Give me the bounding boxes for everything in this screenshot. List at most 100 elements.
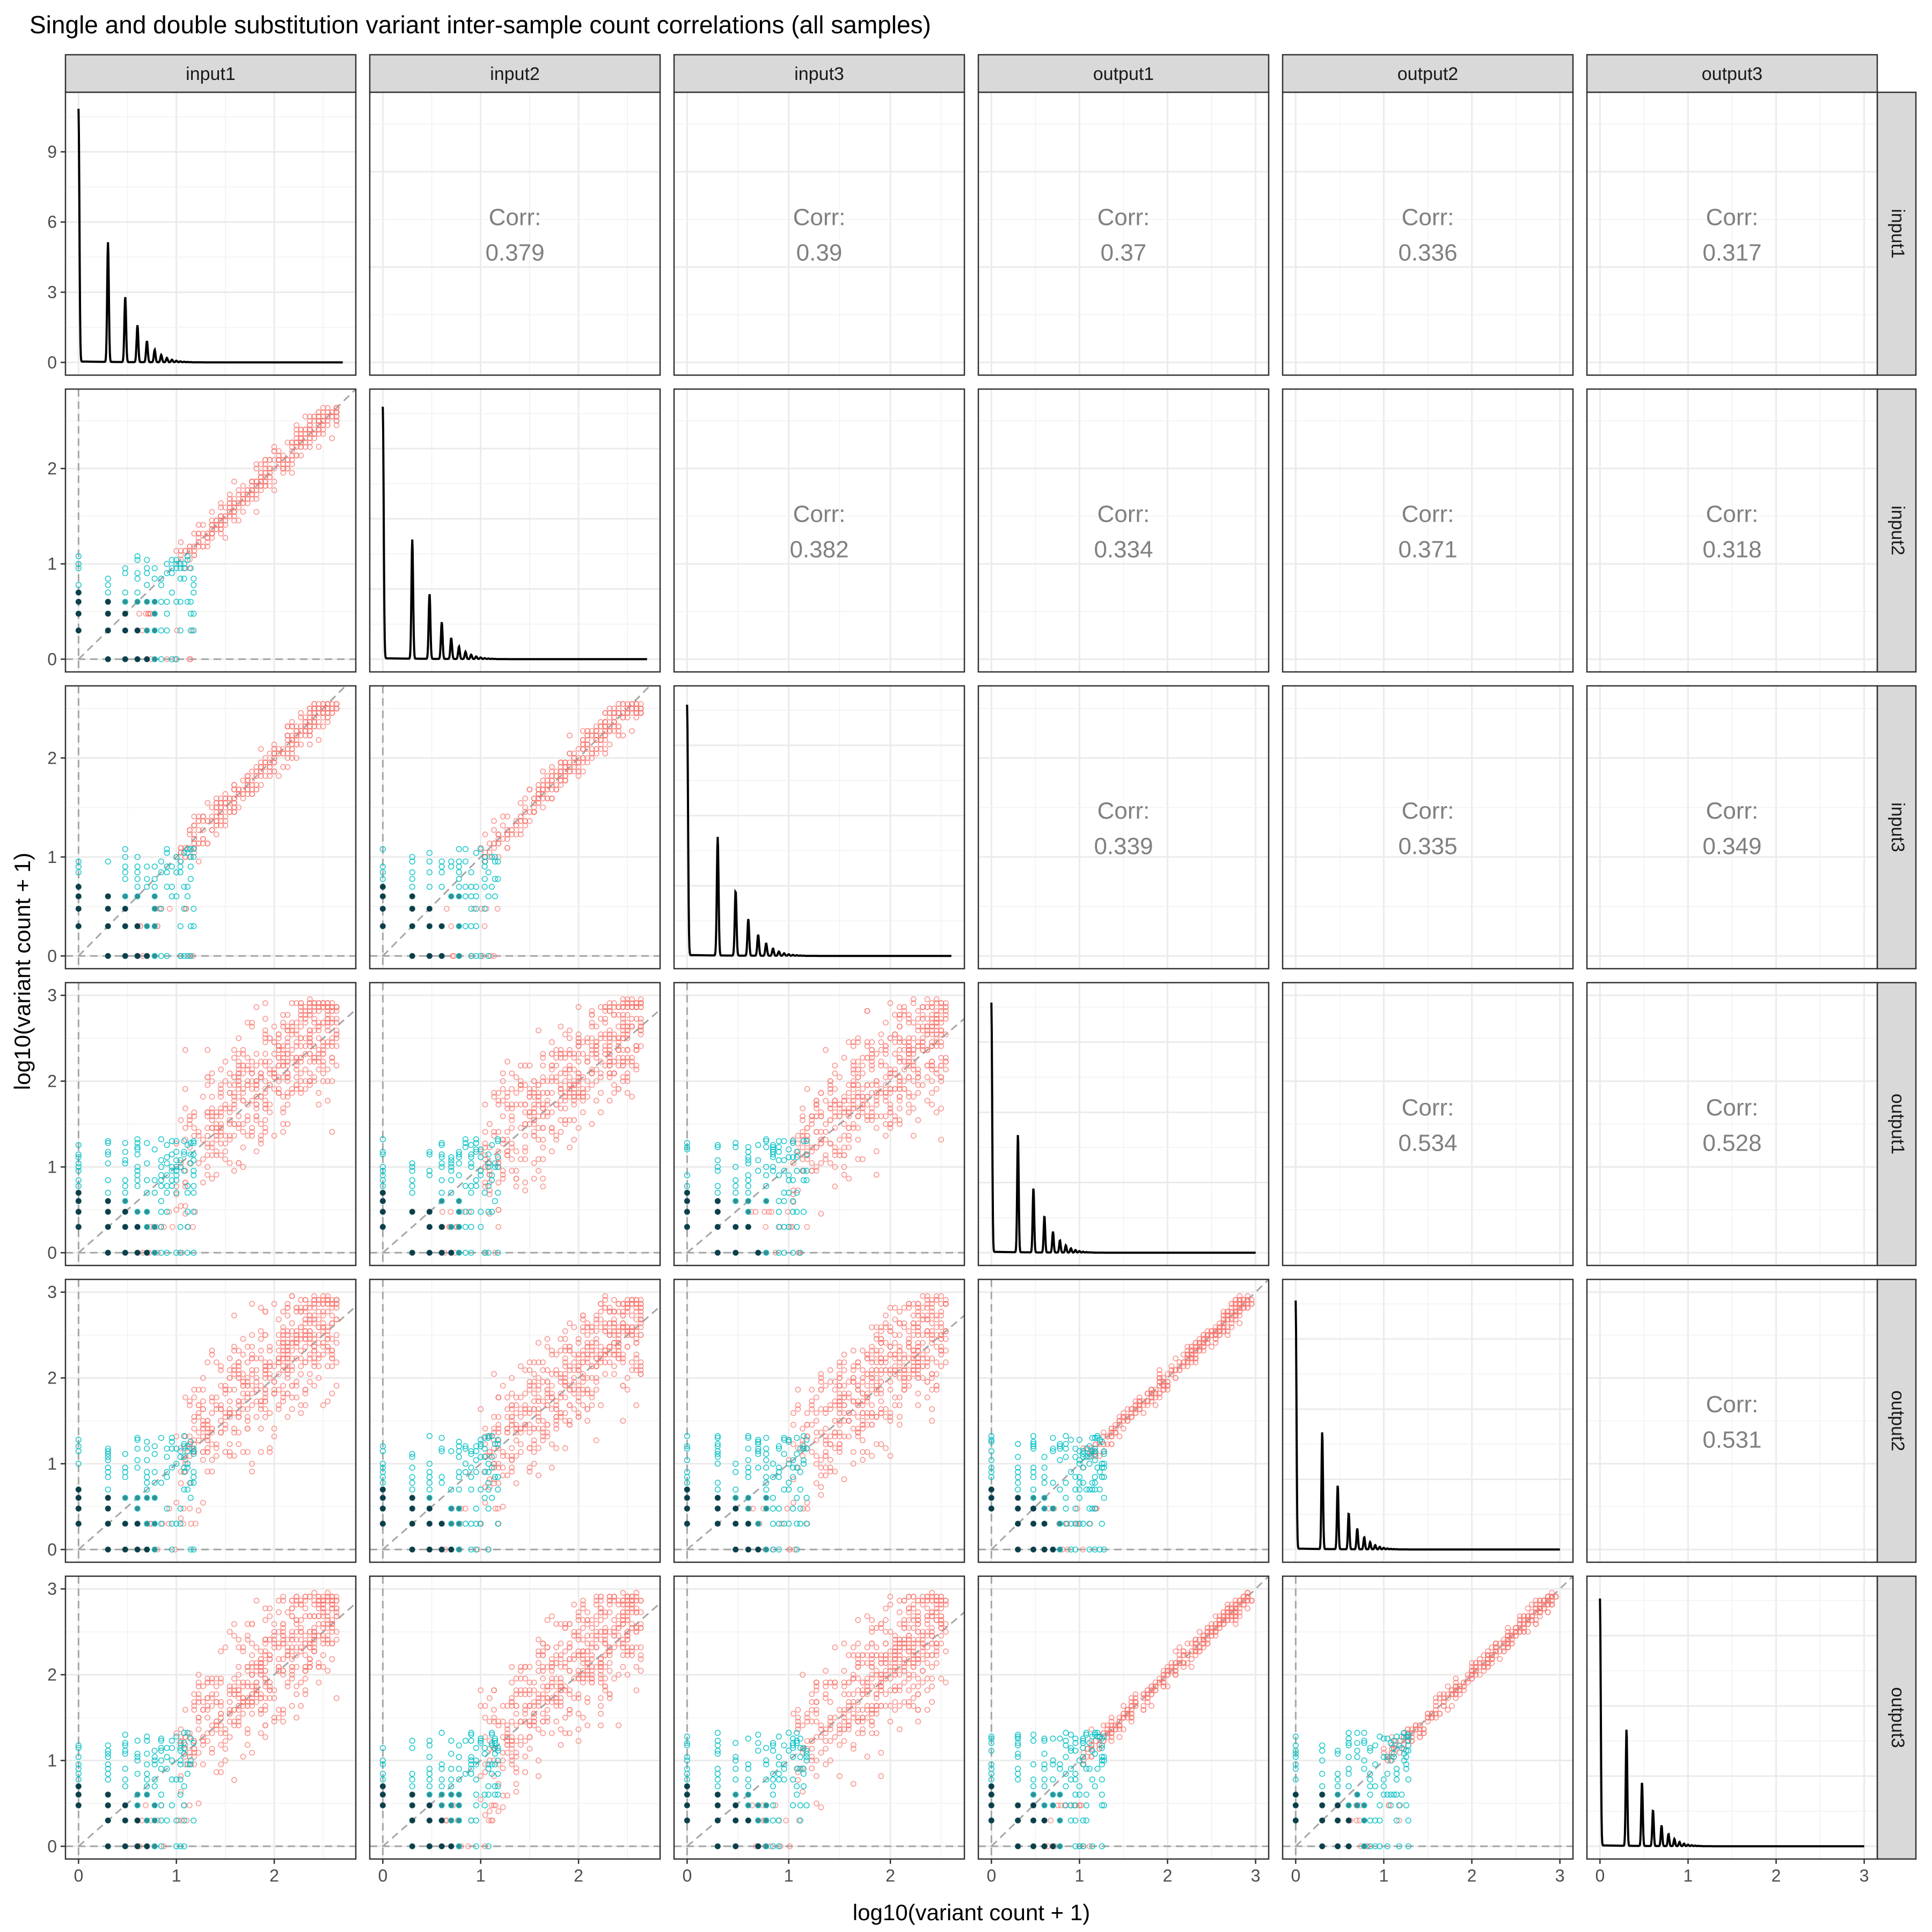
point-single <box>850 1063 857 1069</box>
point-single <box>540 1156 546 1162</box>
corr-label: Corr: <box>489 204 541 231</box>
point-single <box>517 1414 524 1420</box>
point-single <box>602 1351 609 1358</box>
point-double <box>379 1136 386 1143</box>
point-single <box>768 1209 774 1215</box>
point-single <box>567 1063 573 1069</box>
point-single <box>558 1023 564 1030</box>
point-double <box>745 1144 751 1151</box>
point-single <box>606 714 613 721</box>
point-single <box>267 1410 273 1416</box>
point-single <box>182 1105 188 1111</box>
point-single <box>562 1117 568 1123</box>
point-single <box>567 733 573 738</box>
point-double <box>177 1520 184 1527</box>
point-double <box>456 1249 462 1256</box>
point-single <box>173 548 180 554</box>
point-single <box>575 1094 582 1100</box>
point-double <box>468 1474 474 1480</box>
point-single <box>624 1023 631 1030</box>
point-single <box>284 733 291 738</box>
point-double <box>448 858 455 865</box>
point-double <box>134 1520 141 1527</box>
point-single <box>482 831 488 838</box>
point-double <box>144 565 150 572</box>
point-single <box>589 1012 595 1018</box>
point-single <box>906 1047 912 1053</box>
point-single <box>236 1113 242 1119</box>
point-double <box>481 876 488 882</box>
point-single <box>526 1422 533 1428</box>
point-single <box>584 737 590 743</box>
point-single <box>267 759 273 766</box>
point-single <box>316 705 322 712</box>
point-single <box>200 836 206 842</box>
point-single <box>325 1020 331 1026</box>
point-double <box>462 1183 469 1189</box>
point-double <box>173 869 180 875</box>
point-double <box>181 575 187 582</box>
point-single <box>567 1386 573 1393</box>
point-single <box>311 1305 317 1311</box>
point-double <box>473 1520 479 1527</box>
point-double <box>462 1224 469 1230</box>
point-double <box>438 1154 445 1160</box>
point-single <box>249 769 255 774</box>
point-single <box>244 1406 251 1413</box>
point-double <box>462 883 469 890</box>
point-single <box>606 1063 613 1069</box>
point-single <box>495 854 502 860</box>
point-single <box>218 1382 224 1389</box>
point-single <box>509 1457 515 1463</box>
point-single <box>182 1203 188 1209</box>
point-double <box>763 1249 770 1256</box>
point-single <box>571 1391 577 1396</box>
point-single <box>837 1101 843 1108</box>
point-double <box>797 1249 803 1256</box>
point-double <box>495 1474 501 1480</box>
point-single <box>855 1414 861 1420</box>
point-double <box>456 1520 462 1527</box>
point-single <box>509 1418 515 1424</box>
point-single <box>182 1047 188 1053</box>
point-double <box>169 1168 175 1174</box>
point-single <box>818 1090 824 1096</box>
point-single <box>873 1101 880 1108</box>
point-single <box>329 701 335 707</box>
point-single <box>182 1125 188 1131</box>
point-single <box>522 1391 528 1396</box>
point-single <box>306 1301 313 1307</box>
point-single <box>306 435 313 441</box>
corr-value: 0.379 <box>485 240 544 266</box>
point-single <box>258 1137 264 1143</box>
point-single <box>195 1507 202 1513</box>
point-single <box>284 1348 291 1354</box>
point-single <box>827 1090 833 1096</box>
point-single <box>284 1363 291 1370</box>
point-single <box>258 482 264 489</box>
point-single <box>204 1425 211 1432</box>
point-single <box>558 782 564 788</box>
point-single <box>271 1023 277 1030</box>
point-double <box>733 1177 739 1183</box>
point-single <box>222 1386 229 1393</box>
point-single <box>200 1418 206 1424</box>
point-single <box>553 1047 559 1053</box>
point-single <box>262 1386 268 1393</box>
point-single <box>540 1359 546 1365</box>
point-double <box>105 589 111 596</box>
point-double <box>456 1486 462 1493</box>
point-single <box>302 1086 309 1092</box>
point-single <box>482 1101 488 1108</box>
point-single <box>531 1460 537 1467</box>
y-tick-label: 1 <box>47 1157 57 1176</box>
point-double <box>379 1163 386 1170</box>
point-double <box>105 1520 111 1527</box>
point-single <box>284 1101 291 1108</box>
point-double <box>409 1546 415 1553</box>
panel-input2-input3: Corr:0.382 <box>673 388 965 673</box>
point-single <box>302 1004 309 1010</box>
point-single <box>562 1105 568 1111</box>
point-single <box>298 1402 304 1408</box>
point-single <box>491 1094 497 1100</box>
